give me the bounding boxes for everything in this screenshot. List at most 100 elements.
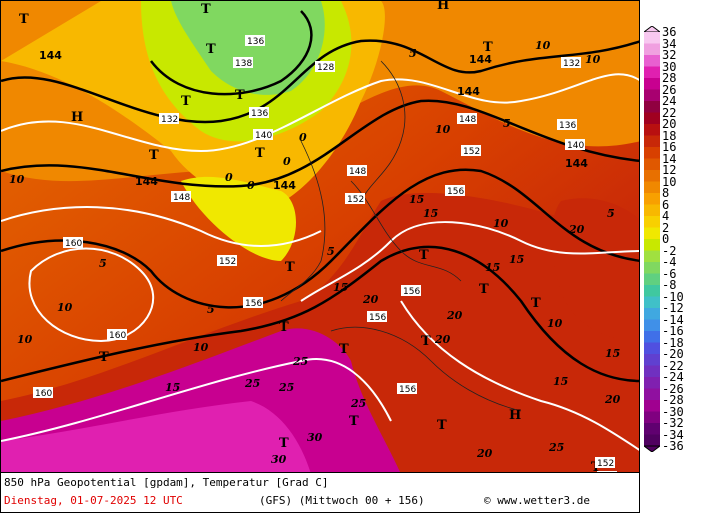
legend-swatch <box>644 181 660 194</box>
svg-text:148: 148 <box>459 115 476 125</box>
trough-marker-8: T <box>285 260 295 275</box>
legend-tick-label: 12 <box>662 163 677 177</box>
legend-tick-label: 32 <box>662 48 677 62</box>
legend-tick-label: -6 <box>662 266 677 281</box>
svg-text:136: 136 <box>559 121 576 131</box>
svg-text:148: 148 <box>349 167 366 177</box>
svg-text:10: 10 <box>547 317 563 330</box>
svg-text:5: 5 <box>99 257 107 270</box>
legend-swatch <box>644 354 660 366</box>
svg-text:10: 10 <box>193 341 209 354</box>
trough-marker-5: T <box>235 88 245 103</box>
svg-text:152: 152 <box>347 195 364 205</box>
legend-tick-label: -12 <box>662 301 684 315</box>
temperature-isolines <box>1 73 639 451</box>
legend-tick-label: -22 <box>662 358 684 373</box>
legend-swatch <box>644 250 660 263</box>
svg-text:25: 25 <box>548 441 564 454</box>
legend-swatch <box>644 308 660 320</box>
legend-swatch <box>644 296 660 309</box>
svg-text:15: 15 <box>485 261 500 274</box>
legend-swatch <box>644 365 660 378</box>
trough-marker-13: T <box>479 282 489 297</box>
model-run: (GFS) (Mittwoch 00 + 156) <box>259 494 425 507</box>
svg-text:25: 25 <box>350 397 366 410</box>
svg-text:132: 132 <box>563 59 580 69</box>
svg-text:5: 5 <box>327 245 335 258</box>
legend-tick-label: 0 <box>662 232 670 246</box>
legend-tick-label: 24 <box>662 94 677 108</box>
trough-marker-16: T <box>437 418 447 433</box>
legend-tick-label: 18 <box>662 128 677 143</box>
svg-text:156: 156 <box>447 187 464 197</box>
legend-tick-label: -20 <box>662 347 684 361</box>
legend-swatch <box>644 216 660 228</box>
svg-text:128: 128 <box>317 63 334 73</box>
svg-text:136: 136 <box>247 37 264 47</box>
legend-tick-label: 8 <box>662 186 670 200</box>
svg-text:156: 156 <box>403 287 420 297</box>
svg-text:25: 25 <box>244 377 260 390</box>
svg-text:10: 10 <box>57 301 73 314</box>
legend-tick-label: -36 <box>662 439 684 453</box>
legend-tick-label: -8 <box>662 278 677 292</box>
svg-text:136: 136 <box>251 109 268 119</box>
legend-tick-label: -14 <box>662 312 684 327</box>
legend-tick-label: -26 <box>662 381 684 396</box>
legend-swatch <box>644 89 660 102</box>
svg-text:160: 160 <box>109 331 126 341</box>
legend-swatch <box>644 147 660 159</box>
trough-marker-14: T <box>531 296 541 311</box>
legend-tick-label: -18 <box>662 335 684 350</box>
svg-text:144: 144 <box>273 179 296 192</box>
temp-zone-neg <box>171 1 325 95</box>
legend-swatch <box>644 411 660 424</box>
svg-text:5: 5 <box>207 303 215 316</box>
legend-tick-label: 2 <box>662 220 670 235</box>
svg-text:15: 15 <box>605 347 620 360</box>
pressure-centers: H H H T T T T T T T T T T T T T T T T T … <box>19 1 601 472</box>
legend-tick-label: 34 <box>662 36 677 51</box>
source-site: © www.wetter3.de <box>484 494 590 507</box>
map-canvas: H H H T T T T T T T T T T T T T T T T T … <box>1 1 639 472</box>
legend-tick-label: -10 <box>662 289 684 304</box>
valid-date: Dienstag, 01-07-2025 12 UTC <box>4 494 183 507</box>
legend-arrow-bottom <box>644 445 660 452</box>
legend-swatch <box>644 423 660 435</box>
svg-text:20: 20 <box>604 393 621 406</box>
svg-text:144: 144 <box>39 49 62 62</box>
svg-text:138: 138 <box>235 59 252 69</box>
legend-swatch <box>644 170 660 182</box>
legend-swatch <box>644 43 660 56</box>
svg-text:5: 5 <box>503 117 511 130</box>
temp-zone-30 <box>1 401 311 472</box>
trough-marker-4: T <box>181 94 191 109</box>
legend-arrow-top <box>644 26 660 33</box>
legend-swatch <box>644 135 660 148</box>
svg-text:140: 140 <box>255 131 272 141</box>
svg-text:10: 10 <box>435 123 451 136</box>
legend-tick-label: 20 <box>662 117 677 131</box>
high-marker-3: H <box>509 408 521 423</box>
svg-text:144: 144 <box>457 85 480 98</box>
svg-text:156: 156 <box>399 385 416 395</box>
legend-swatch <box>644 158 660 171</box>
legend-tick-label: -34 <box>662 427 684 442</box>
legend-swatch <box>644 78 660 90</box>
svg-text:0: 0 <box>299 131 307 144</box>
legend-tick-label: 4 <box>662 209 670 223</box>
svg-text:20: 20 <box>434 333 451 346</box>
high-marker-1: H <box>71 110 83 125</box>
legend-swatch <box>644 285 660 297</box>
trough-marker-18: T <box>279 436 289 451</box>
svg-text:15: 15 <box>409 193 424 206</box>
legend-swatch <box>644 262 660 274</box>
svg-text:15: 15 <box>553 375 568 388</box>
svg-text:132: 132 <box>161 115 178 125</box>
legend-swatch <box>644 66 660 79</box>
svg-text:160: 160 <box>65 239 82 249</box>
trough-marker-15: T <box>421 334 431 349</box>
temp-zone-5b <box>181 176 296 261</box>
svg-text:156: 156 <box>245 299 262 309</box>
trough-marker-7: T <box>255 146 265 161</box>
